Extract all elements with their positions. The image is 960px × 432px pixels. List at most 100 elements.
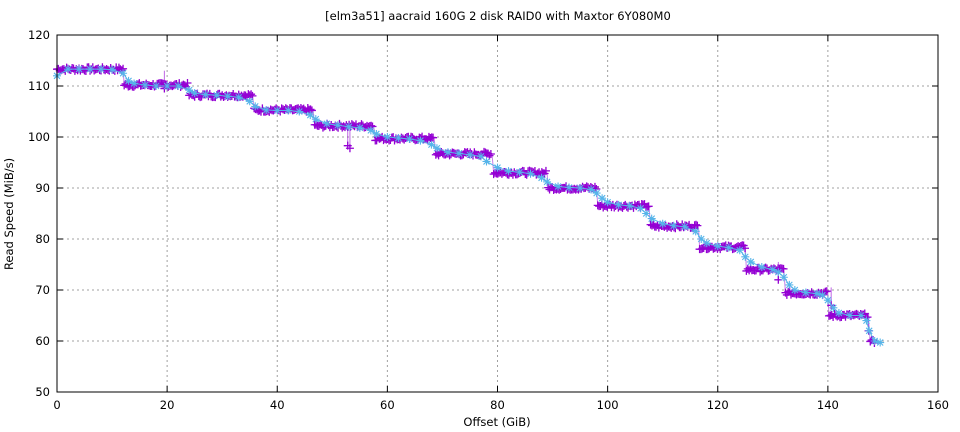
series-2-point bbox=[245, 97, 254, 106]
series-2-point bbox=[876, 338, 885, 347]
series-2-point bbox=[526, 169, 535, 178]
series-2-point bbox=[174, 82, 183, 90]
chart-title: [elm3a51] aacraid 160G 2 disk RAID0 with… bbox=[325, 9, 671, 23]
x-tick-label: 80 bbox=[490, 398, 505, 412]
series-2-point bbox=[829, 303, 838, 312]
series-1-point bbox=[486, 149, 495, 158]
series-2-point bbox=[746, 257, 755, 266]
series-2-point bbox=[801, 288, 810, 297]
series-2-point bbox=[713, 242, 722, 251]
series-2-point bbox=[779, 273, 788, 282]
series-2-point bbox=[735, 246, 744, 255]
axis-ticks: 0 20 40 60 80 100 120 140 160 50 60 70 80 90 100 110 120 bbox=[28, 28, 949, 412]
series-2-point bbox=[823, 296, 832, 305]
series-2-point bbox=[322, 119, 331, 128]
series-1-point bbox=[822, 287, 831, 296]
series-2-point bbox=[295, 107, 304, 116]
x-tick-label: 120 bbox=[707, 398, 729, 412]
series-2-point bbox=[592, 189, 601, 198]
data-marks bbox=[53, 63, 885, 347]
series-2-point bbox=[383, 133, 392, 141]
series-2-point bbox=[870, 337, 879, 345]
y-tick-label: 120 bbox=[28, 28, 50, 42]
series-2-point bbox=[543, 177, 552, 186]
series-2-point bbox=[427, 140, 436, 149]
x-axis-label: Offset (GiB) bbox=[463, 415, 530, 429]
y-tick-label: 50 bbox=[35, 385, 50, 399]
series-2-point bbox=[757, 263, 766, 272]
series-2-point bbox=[845, 311, 854, 320]
series-2-point bbox=[311, 115, 320, 124]
series-1-outlier bbox=[345, 144, 354, 153]
series-2-point bbox=[598, 194, 607, 203]
series-2-point bbox=[344, 122, 353, 131]
series-2-point bbox=[680, 222, 689, 231]
series-2-point bbox=[201, 90, 210, 99]
series-2-point bbox=[741, 252, 750, 261]
series-2-point bbox=[768, 265, 777, 274]
series-2-point bbox=[152, 82, 161, 90]
x-tick-label: 40 bbox=[270, 398, 285, 412]
series-2-point bbox=[124, 76, 133, 85]
series-2-point bbox=[284, 106, 293, 115]
series-2-point bbox=[647, 214, 656, 223]
series-2-point bbox=[554, 182, 563, 191]
y-tick-label: 70 bbox=[35, 283, 50, 297]
series-2-point bbox=[790, 286, 799, 294]
series-1-point bbox=[183, 78, 192, 87]
series-2-point bbox=[636, 204, 645, 213]
series-2-point bbox=[394, 134, 403, 143]
series-1-point bbox=[247, 90, 256, 99]
series-2-point bbox=[366, 126, 375, 135]
series-2-point bbox=[273, 106, 282, 115]
series-2-point bbox=[812, 289, 821, 298]
series-2-point bbox=[223, 92, 232, 101]
series-2-point bbox=[565, 183, 574, 192]
series-2-point bbox=[405, 135, 414, 144]
series-2-point bbox=[515, 168, 524, 177]
x-tick-label: 160 bbox=[927, 398, 949, 412]
series-2-point bbox=[658, 219, 667, 228]
series-2-point bbox=[724, 243, 733, 252]
series-2-point bbox=[625, 201, 634, 210]
series-2-point bbox=[642, 209, 651, 218]
x-tick-label: 0 bbox=[53, 398, 60, 412]
series-2-point bbox=[785, 280, 794, 289]
y-tick-label: 80 bbox=[35, 232, 50, 246]
series-2-point bbox=[64, 65, 73, 74]
series-2-point bbox=[865, 326, 874, 335]
series-2-point bbox=[432, 144, 441, 153]
series-2-point bbox=[355, 123, 364, 132]
series-2-point bbox=[476, 152, 485, 161]
step-transition bbox=[491, 153, 495, 173]
x-tick-label: 100 bbox=[597, 398, 619, 412]
series-2-point bbox=[119, 69, 128, 78]
series-2-point bbox=[697, 235, 706, 243]
series-2-point bbox=[185, 86, 194, 95]
series-2-point bbox=[416, 136, 425, 145]
series-2-point bbox=[234, 93, 243, 102]
series-2-point bbox=[130, 79, 139, 88]
series-2-point bbox=[576, 184, 585, 192]
series-2-point bbox=[75, 65, 84, 74]
grid bbox=[57, 35, 938, 392]
series-2-point bbox=[587, 185, 596, 194]
series-2-point bbox=[212, 91, 221, 100]
series-2-point bbox=[862, 316, 871, 325]
series-2-point bbox=[493, 163, 502, 172]
series-1-point bbox=[541, 166, 550, 175]
series-2-point bbox=[443, 148, 452, 157]
step-transition bbox=[744, 247, 747, 270]
x-tick-label: 20 bbox=[160, 398, 175, 412]
series-2-point bbox=[163, 82, 172, 90]
series-2-point bbox=[190, 89, 199, 98]
y-tick-label: 100 bbox=[28, 130, 50, 144]
series-2-point bbox=[856, 311, 865, 320]
series-2-point bbox=[372, 129, 381, 138]
y-tick-label: 110 bbox=[28, 79, 50, 93]
x-tick-label: 60 bbox=[380, 398, 395, 412]
series-2-point bbox=[97, 65, 106, 74]
x-tick-label: 140 bbox=[817, 398, 839, 412]
series-2-point bbox=[306, 111, 315, 120]
